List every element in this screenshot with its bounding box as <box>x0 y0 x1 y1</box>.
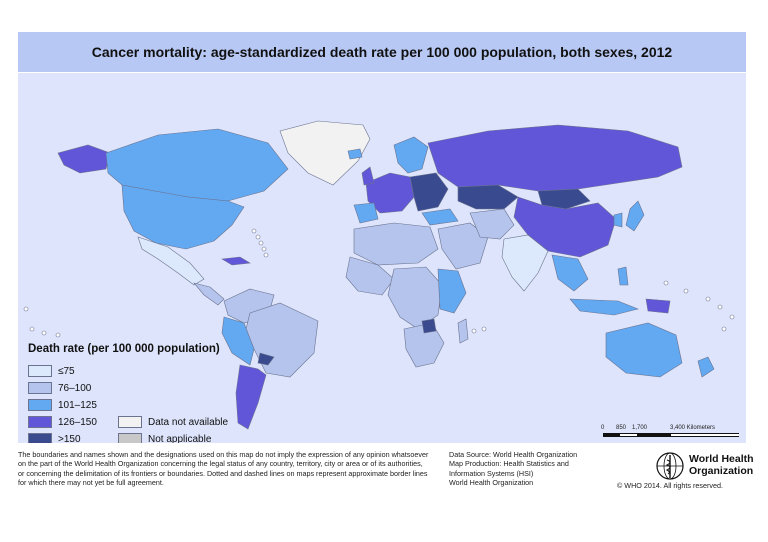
region-uk[interactable] <box>361 166 375 186</box>
credit-line: Map Production: Health Statistics and <box>449 459 569 469</box>
legend-label: 126–150 <box>58 416 97 428</box>
region-north-africa[interactable] <box>353 222 439 266</box>
region-scandinavia[interactable] <box>393 136 429 174</box>
legend-label: Not applicable <box>148 433 212 444</box>
legend: Death rate (per 100 000 population) <box>28 343 238 359</box>
scale-segment <box>620 433 637 437</box>
small-island-markers <box>23 228 735 338</box>
disclaimer-line: The boundaries and names shown and the d… <box>18 450 429 459</box>
region-korea[interactable] <box>613 212 623 228</box>
legend-title: Death rate (per 100 000 population) <box>28 343 220 355</box>
region-brazil[interactable] <box>245 302 319 378</box>
legend-item-class-5: >150 <box>28 433 81 443</box>
region-eastern-europe[interactable] <box>409 172 449 212</box>
scale-segment <box>671 433 739 437</box>
legend-swatch <box>28 416 52 428</box>
legend-swatch <box>118 433 142 443</box>
map-title-bar: Cancer mortality: age-standardized death… <box>18 32 746 72</box>
who-logo: World Health Organization <box>655 451 755 489</box>
world-map <box>23 120 735 430</box>
legend-label: 101–125 <box>58 399 97 411</box>
region-china[interactable] <box>513 196 617 258</box>
legend-swatch <box>28 399 52 411</box>
scale-tick-label: 850 <box>616 425 627 431</box>
region-india[interactable] <box>501 234 549 292</box>
legend-label: >150 <box>58 433 81 444</box>
legend-item-class-1: ≤75 <box>28 365 75 377</box>
legend-swatch <box>118 416 142 428</box>
scale-segment <box>637 433 671 437</box>
scale-tick-label: 1,700 <box>632 425 648 431</box>
scale-tick-label: 0 <box>601 425 605 431</box>
region-papua[interactable] <box>645 298 671 314</box>
region-australia[interactable] <box>605 322 683 378</box>
credit-line: Information Systems (HSI) <box>449 468 534 478</box>
region-indonesia[interactable] <box>569 298 639 316</box>
legend-item-class-4: 126–150 <box>28 416 97 428</box>
legend-swatch <box>28 433 52 443</box>
region-new-zealand[interactable] <box>697 356 715 378</box>
region-peru-bolivia[interactable] <box>221 316 255 366</box>
region-alaska[interactable] <box>57 144 111 174</box>
region-iran-central-asia[interactable] <box>469 208 515 240</box>
scale-tick-label: 3,400 Kilometers <box>670 425 716 431</box>
region-united-states[interactable] <box>121 184 245 250</box>
legend-swatch <box>28 382 52 394</box>
disclaimer-line: on the part of the World Health Organiza… <box>18 459 423 469</box>
region-zimbabwe[interactable] <box>421 318 437 334</box>
region-cuba[interactable] <box>221 256 251 266</box>
region-canada[interactable] <box>105 128 289 202</box>
scale-segment <box>603 433 620 437</box>
disclaimer-text: The boundaries and names shown and the d… <box>18 450 438 488</box>
who-name-line: Organization <box>689 465 754 477</box>
region-central-america[interactable] <box>193 282 225 306</box>
scale-bar: 0 850 1,700 3,400 Kilometers <box>601 425 743 443</box>
region-greenland[interactable] <box>279 120 371 186</box>
legend-label: Data not available <box>148 416 229 428</box>
legend-item-data-not-available: Data not available <box>118 416 228 428</box>
who-emblem-icon <box>656 452 684 480</box>
region-russia[interactable] <box>427 124 683 192</box>
region-west-africa[interactable] <box>345 256 395 296</box>
copyright-text: © WHO 2014. All rights reserved. <box>617 481 723 490</box>
legend-item-not-applicable: Not applicable <box>118 433 211 443</box>
legend-label: ≤75 <box>58 365 75 377</box>
who-name-line: World Health <box>689 453 754 465</box>
legend-label: 76–100 <box>58 382 92 394</box>
credit-line: Data Source: World Health Organization <box>449 450 578 459</box>
region-uruguay[interactable] <box>257 352 275 366</box>
credit-line: World Health Organization <box>449 478 534 488</box>
data-credits: Data Source: World Health Organization M… <box>449 450 599 488</box>
region-turkey[interactable] <box>421 208 459 226</box>
region-east-africa[interactable] <box>437 268 467 314</box>
region-argentina[interactable] <box>235 364 267 430</box>
legend-item-class-2: 76–100 <box>28 382 91 394</box>
region-mongolia[interactable] <box>537 188 591 210</box>
region-southeast-asia[interactable] <box>551 254 589 292</box>
map-panel: Death rate (per 100 000 population) ≤75 … <box>18 73 746 443</box>
disclaimer-line: for which there may not yet be full agre… <box>18 478 164 488</box>
region-philippines[interactable] <box>617 266 629 286</box>
legend-swatch <box>28 365 52 377</box>
region-iceland[interactable] <box>347 148 363 160</box>
region-japan[interactable] <box>625 200 645 232</box>
region-madagascar[interactable] <box>457 318 469 344</box>
region-western-europe[interactable] <box>365 172 415 214</box>
region-middle-east[interactable] <box>437 222 489 270</box>
region-mexico[interactable] <box>137 236 205 286</box>
region-kazakhstan[interactable] <box>457 184 519 210</box>
who-name: World Health Organization <box>689 453 754 477</box>
disclaimer-line: or concerning the delimitation of its fr… <box>18 468 428 478</box>
region-iberia[interactable] <box>353 202 379 224</box>
legend-item-class-3: 101–125 <box>28 399 97 411</box>
map-title: Cancer mortality: age-standardized death… <box>91 44 673 60</box>
